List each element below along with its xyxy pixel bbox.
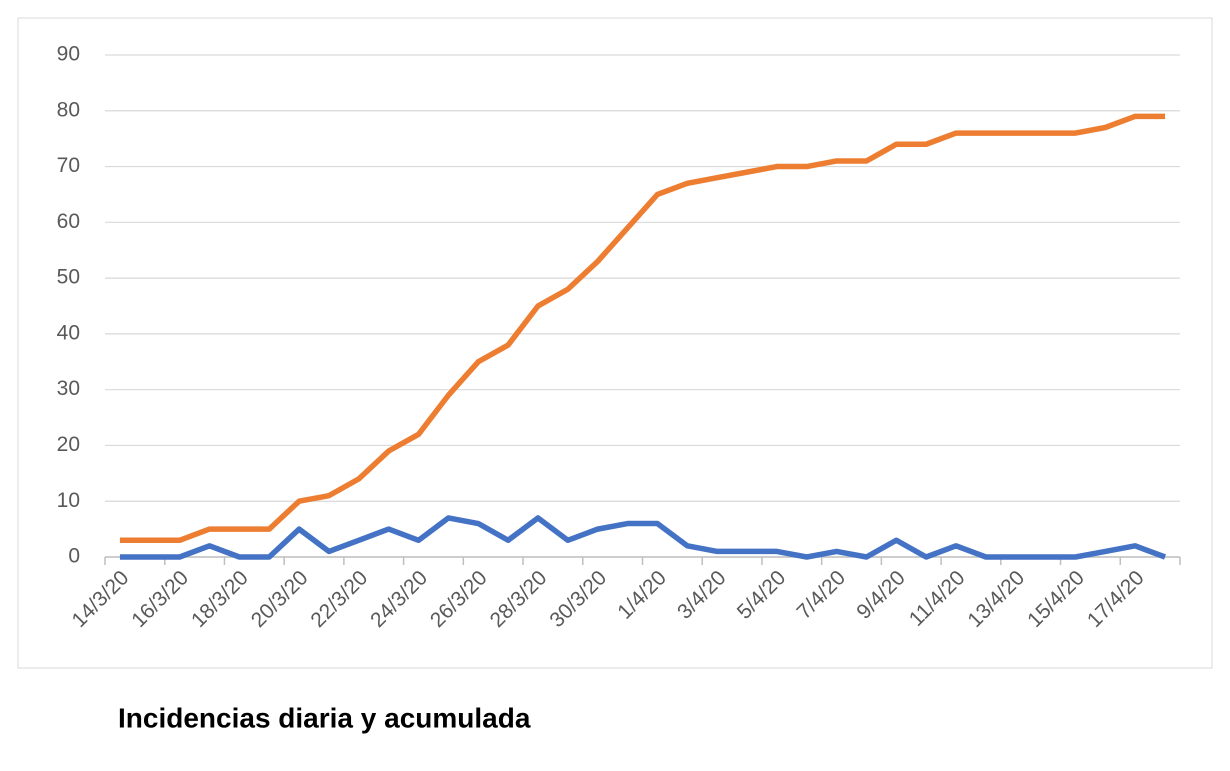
- y-tick-label: 90: [57, 43, 80, 66]
- y-tick-label: 40: [57, 321, 80, 344]
- chart-title: Incidencias diaria y acumulada: [118, 702, 531, 733]
- y-tick-label: 20: [57, 433, 80, 456]
- chart-frame: [17, 17, 1213, 669]
- y-tick-label: 50: [57, 266, 80, 289]
- y-tick-label: 30: [57, 377, 80, 400]
- y-tick-label: 10: [57, 489, 80, 512]
- y-tick-label: 0: [68, 545, 80, 568]
- series-line: [119, 515, 1167, 560]
- y-tick-label: 70: [57, 154, 80, 177]
- y-tick-label: 60: [57, 210, 80, 233]
- y-tick-label: 80: [57, 98, 80, 121]
- series-line: [119, 113, 1166, 544]
